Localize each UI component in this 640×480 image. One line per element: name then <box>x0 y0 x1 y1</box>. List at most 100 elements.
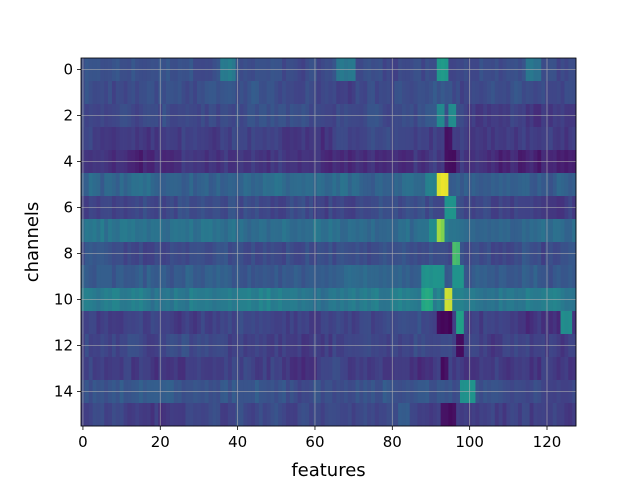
heatmap-cell <box>367 357 372 381</box>
heatmap-cell <box>224 357 229 381</box>
heatmap-cell <box>146 173 152 197</box>
heatmap-cell <box>131 81 136 105</box>
heatmap-cell <box>564 81 569 105</box>
heatmap-cell <box>274 173 279 197</box>
heatmap-cell <box>297 219 302 243</box>
heatmap-cell <box>92 81 97 105</box>
heatmap-cell <box>177 219 182 243</box>
heatmap-cell <box>374 311 380 335</box>
heatmap-cell <box>162 127 167 151</box>
heatmap-cell <box>529 357 534 381</box>
heatmap-cell <box>444 403 449 427</box>
heatmap-cell <box>371 127 376 151</box>
heatmap-cell <box>529 311 534 335</box>
heatmap-cell <box>328 265 333 289</box>
heatmap-cell <box>378 403 384 427</box>
heatmap-cell <box>320 403 326 427</box>
heatmap-cell <box>556 311 561 335</box>
heatmap-cell <box>552 127 558 151</box>
heatmap-cell <box>239 127 244 151</box>
heatmap-cell <box>135 81 140 105</box>
heatmap-cell <box>208 357 213 381</box>
heatmap-cell <box>108 81 113 105</box>
heatmap-cell <box>154 311 159 335</box>
heatmap-cell <box>231 311 237 335</box>
heatmap-cell <box>351 311 356 335</box>
heatmap-cell <box>239 219 244 243</box>
heatmap-cell <box>398 81 403 105</box>
heatmap-cell <box>347 173 353 197</box>
heatmap-cell <box>166 81 171 105</box>
heatmap-cell <box>529 173 534 197</box>
heatmap-cell <box>320 219 326 243</box>
heatmap-cell <box>220 173 225 197</box>
heatmap-cell <box>227 127 233 151</box>
heatmap-cell <box>494 173 500 197</box>
heatmap-cell <box>247 81 252 105</box>
x-tick-label: 40 <box>228 433 247 451</box>
heatmap-cell <box>115 173 121 197</box>
heatmap-cell <box>297 173 302 197</box>
heatmap-cell <box>475 403 480 427</box>
heatmap-cell <box>533 403 538 427</box>
heatmap-cell <box>541 357 546 381</box>
heatmap-cell <box>359 127 364 151</box>
heatmap-cell <box>483 219 488 243</box>
heatmap-cell <box>363 219 368 243</box>
heatmap-cell <box>204 219 210 243</box>
heatmap-cell <box>266 403 271 427</box>
heatmap-cell <box>537 219 542 243</box>
heatmap-cell <box>111 311 117 335</box>
heatmap-cell <box>173 357 179 381</box>
heatmap-cell <box>255 127 260 151</box>
heatmap-cell <box>181 265 186 289</box>
heatmap-cell <box>224 173 229 197</box>
heatmap-cell <box>251 173 256 197</box>
heatmap-cell <box>100 265 105 289</box>
heatmap-cell <box>135 403 140 427</box>
heatmap-cell <box>297 403 302 427</box>
heatmap-cell <box>533 265 538 289</box>
x-tick-label: 0 <box>78 433 88 451</box>
heatmap-cell <box>498 403 503 427</box>
heatmap-cell <box>282 173 287 197</box>
heatmap-cell <box>343 265 349 289</box>
heatmap-cell <box>200 311 206 335</box>
heatmap-cell <box>84 81 90 105</box>
heatmap-cell <box>444 219 449 243</box>
heatmap-cell <box>417 81 422 105</box>
heatmap-cell <box>382 403 387 427</box>
heatmap-cell <box>456 81 461 105</box>
heatmap-cell <box>572 357 577 381</box>
heatmap-cell <box>371 219 376 243</box>
heatmap-cell <box>363 127 368 151</box>
heatmap-cell <box>343 173 349 197</box>
heatmap-cell <box>127 311 132 335</box>
heatmap-cell <box>340 81 345 105</box>
heatmap-cell <box>220 403 225 427</box>
heatmap-cell <box>204 127 210 151</box>
heatmap-cell <box>181 219 186 243</box>
heatmap-cell <box>305 81 310 105</box>
heatmap-cell <box>289 81 295 105</box>
x-tick-label: 20 <box>151 433 170 451</box>
heatmap-cell <box>490 357 496 381</box>
heatmap-cell <box>471 219 476 243</box>
heatmap-cell <box>216 357 221 381</box>
heatmap-cell <box>239 357 244 381</box>
heatmap-cell <box>224 265 229 289</box>
heatmap-cell <box>243 173 248 197</box>
heatmap-cell <box>448 357 453 381</box>
heatmap-cell <box>541 173 546 197</box>
heatmap-cell <box>436 173 442 197</box>
heatmap-cell <box>96 173 101 197</box>
heatmap-cell <box>224 219 229 243</box>
heatmap-cell <box>343 219 349 243</box>
heatmap-cell <box>471 403 476 427</box>
heatmap-cell <box>212 403 217 427</box>
heatmap-cell <box>92 219 97 243</box>
heatmap-cell <box>231 81 237 105</box>
heatmap-cell <box>181 127 186 151</box>
heatmap-cell <box>131 127 136 151</box>
